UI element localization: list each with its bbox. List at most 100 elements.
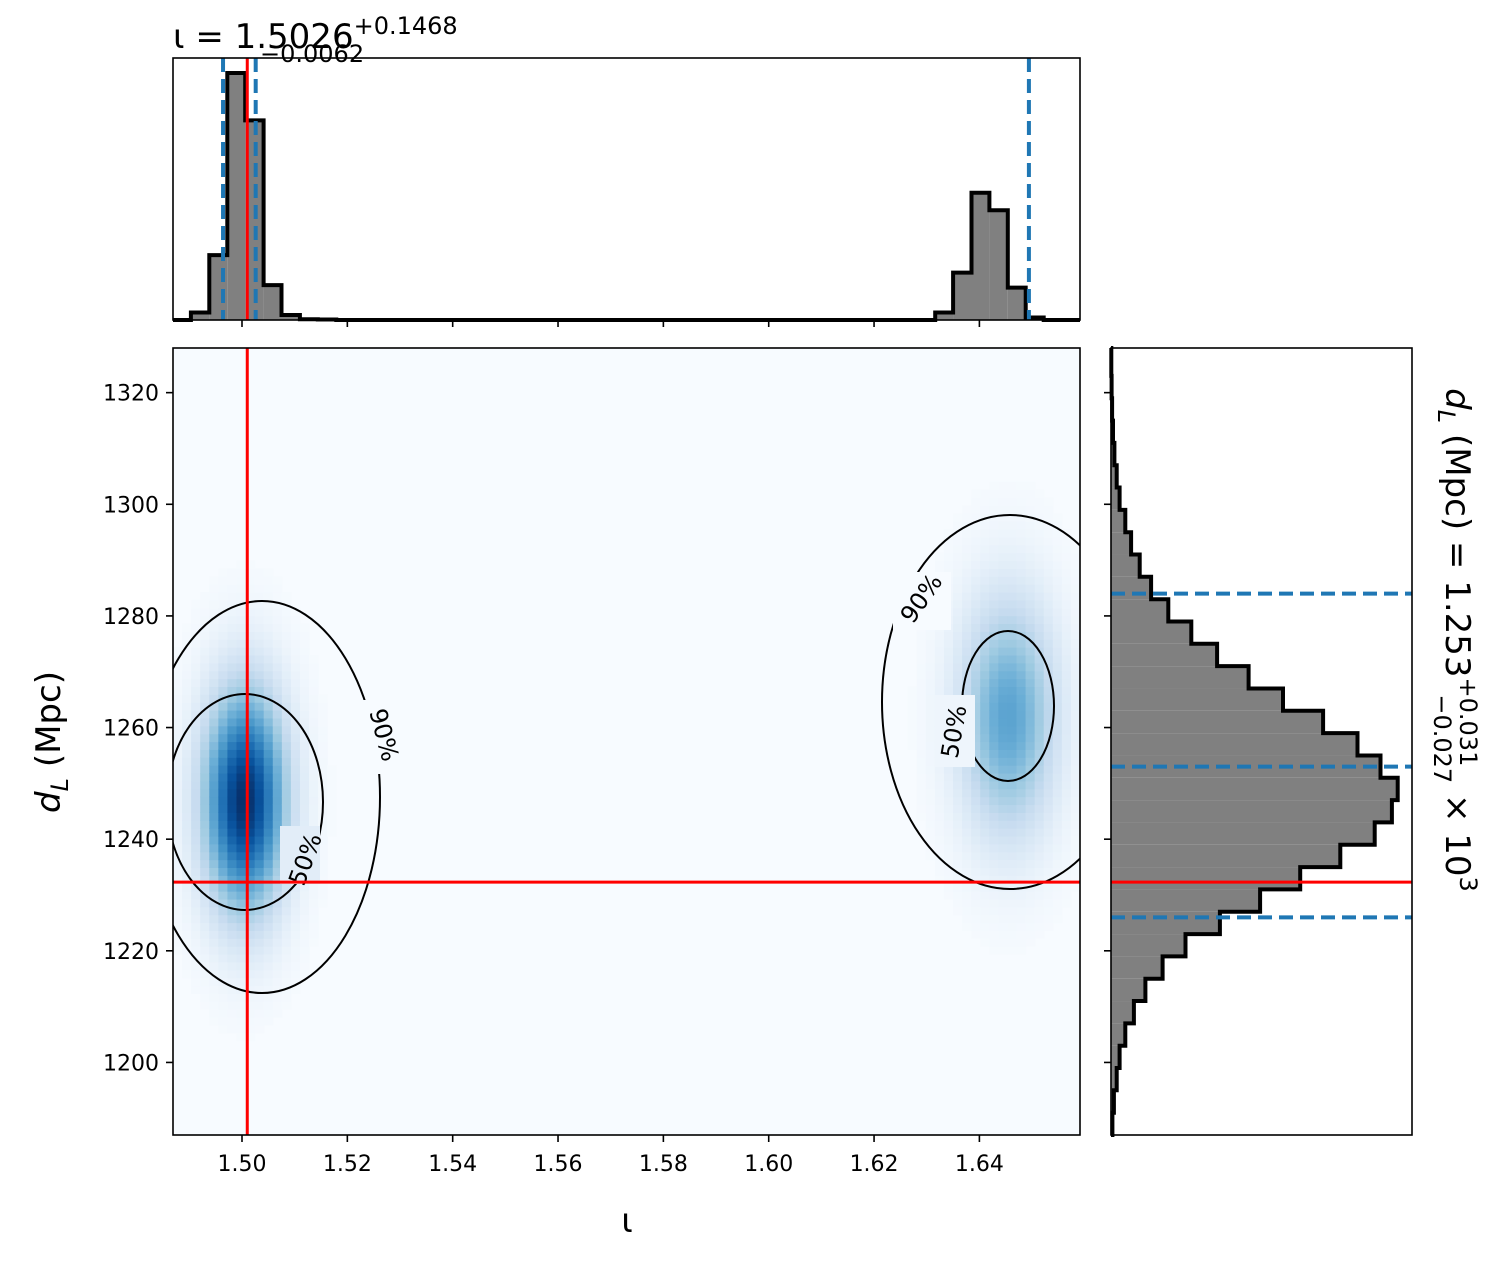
heatmap-cell xyxy=(971,513,981,522)
heatmap-cell xyxy=(1043,599,1054,609)
heatmap-cell xyxy=(998,615,1009,625)
heatmap-cell xyxy=(953,898,963,908)
heatmap-cell xyxy=(1061,623,1072,632)
heatmap-cell xyxy=(1034,867,1045,876)
heatmap-cell xyxy=(218,717,229,727)
heatmap-cell xyxy=(209,891,219,900)
heatmap-cell xyxy=(980,584,990,593)
heatmap-cell xyxy=(943,662,954,672)
heatmap-cell xyxy=(1025,529,1036,538)
heatmap-cell xyxy=(236,670,247,680)
heatmap-cell xyxy=(236,560,247,569)
heatmap-cell xyxy=(218,749,229,758)
heatmap-cell xyxy=(980,922,990,931)
heatmap-cell xyxy=(1016,804,1027,813)
heatmap-cell xyxy=(971,678,981,688)
heatmap-cell xyxy=(1043,835,1054,845)
heatmap-cell xyxy=(236,1009,247,1018)
heatmap-cell xyxy=(173,914,183,924)
heatmap-cell xyxy=(980,859,990,869)
heatmap-cell xyxy=(209,639,219,648)
heatmap-cell xyxy=(272,702,283,711)
heatmap-cell xyxy=(309,820,319,829)
heatmap-cell xyxy=(227,891,238,900)
heatmap-cell xyxy=(1052,560,1063,569)
heatmap-cell xyxy=(989,568,999,577)
heatmap-cell xyxy=(943,788,954,798)
heatmap-cell xyxy=(962,654,972,664)
heatmap-cell xyxy=(227,922,238,931)
heatmap-cell xyxy=(281,891,292,900)
heatmap-cell xyxy=(209,961,219,971)
heatmap-cell xyxy=(318,717,328,727)
heatmap-cell xyxy=(254,891,265,900)
heatmap-cell xyxy=(309,670,319,680)
heatmap-cell xyxy=(236,584,247,593)
heatmap-cell xyxy=(1052,529,1063,538)
heatmap-cell xyxy=(281,946,292,955)
heatmap-cell xyxy=(1034,733,1045,743)
heatmap-cell xyxy=(173,702,183,711)
heatmap-cell xyxy=(318,702,328,711)
heatmap-cell xyxy=(227,985,238,994)
heatmap-cell xyxy=(290,898,301,908)
heatmap-cell xyxy=(980,914,990,924)
heatmap-cell xyxy=(989,804,999,813)
heatmap-cell xyxy=(209,1001,219,1010)
heatmap-cell xyxy=(227,812,238,821)
heatmap-cell xyxy=(191,615,201,625)
heatmap-cell xyxy=(290,804,301,813)
heatmap-cell xyxy=(254,875,265,884)
heatmap-cell xyxy=(925,702,936,711)
heatmap-cell xyxy=(254,859,265,869)
heatmap-cell xyxy=(1061,654,1072,664)
heatmap-cell xyxy=(309,788,319,798)
heatmap-cell xyxy=(200,733,210,743)
heatmap-cell xyxy=(290,725,301,735)
heatmap-cell xyxy=(263,906,274,916)
heatmap-cell xyxy=(227,993,238,1002)
heatmap-cell xyxy=(1034,536,1045,546)
heatmap-cell xyxy=(1016,828,1027,837)
heatmap-cell xyxy=(245,875,256,884)
heatmap-cell xyxy=(200,953,210,963)
heatmap-cell xyxy=(971,883,981,892)
heatmap-cell xyxy=(1052,631,1063,640)
heatmap-cell xyxy=(263,835,274,845)
heatmap-cell xyxy=(1070,702,1080,711)
heatmap-cell xyxy=(173,686,183,695)
heatmap-cell xyxy=(998,875,1009,884)
heatmap-cell xyxy=(1070,552,1080,562)
heatmap-cell xyxy=(200,985,210,994)
heatmap-cell xyxy=(934,647,945,656)
heatmap-cell xyxy=(254,749,265,758)
heatmap-cell xyxy=(218,1016,229,1026)
heatmap-cell xyxy=(1025,780,1036,790)
heatmap-cell xyxy=(318,749,328,758)
heatmap-cell xyxy=(236,835,247,845)
heatmap-cell xyxy=(1016,922,1027,931)
heatmap-cell xyxy=(934,678,945,688)
heatmap-cell xyxy=(281,961,292,971)
heatmap-cell xyxy=(191,946,201,955)
heatmap-cell xyxy=(209,985,219,994)
heatmap-cell xyxy=(254,576,265,585)
heatmap-cell xyxy=(943,851,954,861)
heatmap-cell xyxy=(218,1009,229,1018)
heatmap-cell xyxy=(1061,599,1072,609)
y-tick-label: 1320 xyxy=(103,382,159,407)
heatmap-cell xyxy=(1034,529,1045,538)
heatmap-cell xyxy=(209,686,219,695)
heatmap-cell xyxy=(227,686,238,695)
heatmap-cell xyxy=(971,875,981,884)
heatmap-cell xyxy=(980,828,990,837)
heatmap-cell xyxy=(980,591,990,601)
heatmap-cell xyxy=(1007,662,1018,672)
heatmap-cell xyxy=(245,647,256,656)
heatmap-cell xyxy=(245,961,256,971)
heatmap-cell xyxy=(1034,796,1045,806)
heatmap-cell xyxy=(925,820,936,829)
heatmap-cell xyxy=(1007,489,1018,499)
heatmap-cell xyxy=(989,599,999,609)
heatmap-cell xyxy=(254,591,265,601)
